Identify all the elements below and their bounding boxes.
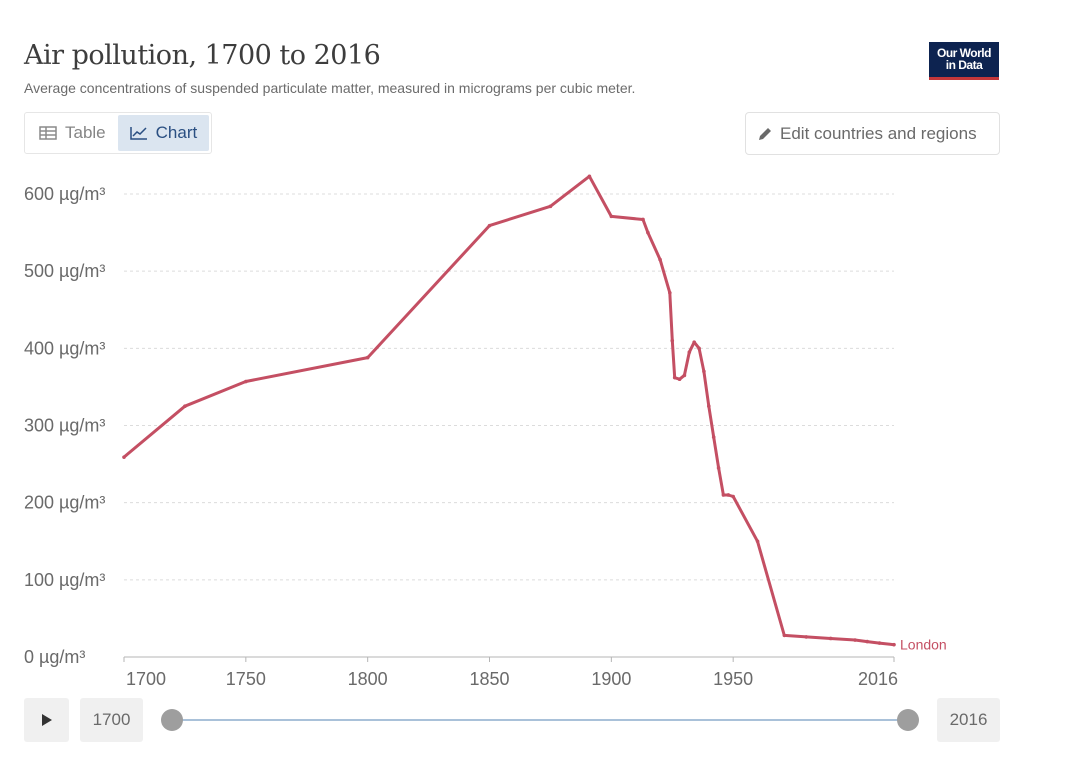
data-point[interactable] (122, 455, 126, 459)
y-tick-label: 100 µg/m³ (24, 570, 105, 590)
y-tick-label: 0 µg/m³ (24, 647, 85, 667)
data-point[interactable] (707, 404, 711, 409)
data-point[interactable] (587, 174, 592, 179)
owid-logo[interactable]: Our World in Data (929, 42, 999, 80)
data-point[interactable] (721, 493, 726, 497)
data-point[interactable] (892, 642, 896, 647)
x-tick-label: 1750 (226, 669, 266, 689)
view-tabs: Table Chart (24, 112, 213, 154)
data-point[interactable] (668, 290, 672, 295)
timeline-start-year[interactable]: 1700 (80, 698, 143, 742)
y-tick-label: 200 µg/m³ (24, 493, 105, 513)
timeline-end-year[interactable]: 2016 (937, 698, 1000, 742)
line-chart: 0 µg/m³ 100 µg/m³ 200 µg/m³ 300 µg/m³ 400 µg… (24, 174, 947, 689)
data-point[interactable] (365, 355, 370, 360)
play-icon (41, 714, 52, 726)
tab-chart-label: Chart (155, 123, 198, 142)
data-point[interactable] (670, 338, 675, 343)
tab-table[interactable]: Table (27, 115, 118, 151)
x-tick-label: 1800 (348, 669, 388, 689)
x-tick-label: 1850 (469, 669, 509, 689)
timeline-start-handle[interactable] (161, 709, 183, 731)
data-point[interactable] (244, 379, 248, 384)
tab-table-label: Table (65, 123, 106, 142)
series-label-london[interactable]: London (900, 637, 947, 653)
data-point[interactable] (782, 633, 787, 638)
data-point[interactable] (692, 340, 696, 344)
data-point[interactable] (646, 230, 650, 235)
data-point[interactable] (731, 494, 735, 499)
timeline-end-handle[interactable] (897, 709, 919, 731)
series-line-london[interactable] (123, 174, 895, 647)
data-point[interactable] (804, 635, 809, 639)
x-tick-label: 2016 (858, 669, 898, 689)
data-point[interactable] (682, 373, 687, 378)
y-tick-label: 300 µg/m³ (24, 416, 105, 436)
data-point[interactable] (548, 204, 553, 209)
data-point[interactable] (658, 257, 662, 262)
y-tick-label: 400 µg/m³ (24, 338, 105, 358)
data-point[interactable] (487, 223, 492, 228)
data-point[interactable] (697, 346, 701, 351)
data-point[interactable] (828, 636, 833, 641)
logo-line-1: Our World (937, 46, 991, 60)
data-point[interactable] (702, 369, 706, 374)
data-point[interactable] (726, 493, 731, 497)
y-tick-label: 600 µg/m³ (24, 184, 105, 204)
data-point[interactable] (687, 350, 692, 354)
data-point[interactable] (672, 375, 677, 380)
logo-line-2: in Data (945, 58, 983, 72)
data-point[interactable] (716, 466, 721, 470)
line-chart-icon (129, 127, 147, 140)
data-point[interactable] (609, 214, 614, 219)
x-tick-label: 1900 (591, 669, 631, 689)
play-button[interactable] (24, 698, 69, 742)
tab-chart[interactable]: Chart (117, 115, 210, 151)
data-point[interactable] (877, 641, 882, 645)
table-icon (39, 126, 57, 140)
pencil-icon (759, 127, 771, 140)
chart-subtitle: Average concentrations of suspended part… (24, 80, 636, 96)
y-tick-label: 500 µg/m³ (24, 261, 105, 281)
edit-countries-button[interactable]: Edit countries and regions (745, 112, 1000, 155)
x-tick-label: 1950 (713, 669, 753, 689)
timeline-track[interactable] (172, 719, 908, 721)
data-point[interactable] (853, 638, 857, 642)
data-point[interactable] (865, 639, 869, 644)
data-point[interactable] (641, 217, 645, 222)
data-point[interactable] (755, 539, 760, 544)
chart-title: Air pollution, 1700 to 2016 (24, 40, 381, 71)
edit-countries-label: Edit countries and regions (780, 123, 977, 143)
x-tick-label: 1700 (126, 669, 166, 689)
data-point[interactable] (183, 404, 187, 409)
data-point[interactable] (677, 377, 682, 382)
data-point[interactable] (711, 435, 716, 439)
